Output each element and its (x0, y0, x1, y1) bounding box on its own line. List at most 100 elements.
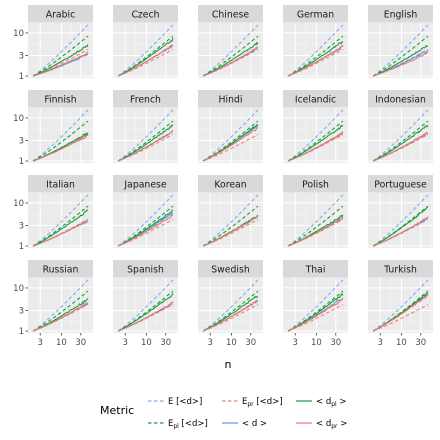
legend-label-sub: pl (331, 401, 337, 408)
series-line-epl-d (202, 35, 259, 77)
x-tick-label: 10 (396, 338, 407, 348)
y-tick-label: 3 (19, 136, 24, 146)
series-line-e-d (32, 109, 89, 162)
panel-german: German (283, 5, 348, 78)
plot-background (198, 193, 263, 248)
series-line-d-pr (117, 301, 174, 332)
strip-background (368, 260, 433, 278)
panel-grid: Arabic 1 3 10 Czech Chinese German English Finni… (13, 5, 433, 348)
series-line-epr-d (202, 48, 259, 77)
panel-italian: Italian 1 3 10 (13, 175, 93, 252)
legend-label-sub: pr (247, 401, 254, 408)
series-line-d-pr (372, 294, 429, 332)
panel-russian: Russian 1 3 10 3 10 30 (13, 260, 93, 348)
series-line-d-pr (202, 214, 259, 247)
plot-background (113, 23, 178, 78)
x-tick-label: 30 (415, 338, 426, 348)
strip-background (113, 175, 178, 193)
legend-label-main: < d (316, 397, 331, 407)
series-line-d-pl (202, 41, 259, 77)
series-line-d-pl (117, 37, 174, 77)
series-line-epr-d (202, 303, 259, 332)
legend-label-main: < d > (242, 419, 267, 429)
y-tick-label: 1 (19, 327, 24, 337)
y-tick-label: 10 (13, 29, 24, 39)
panel-korean: Korean (198, 175, 263, 248)
series-line-e-d (202, 279, 259, 332)
series-line-e-d (287, 24, 344, 77)
panel-french: French (113, 90, 178, 163)
series-line-e-d (117, 24, 174, 77)
legend: Metric E [<d>]Epl [<d>]Epr [<d>]< d >< d… (100, 397, 347, 430)
plot-background (198, 278, 263, 333)
panel-japanese: Japanese (113, 175, 178, 248)
y-tick-label: 1 (19, 72, 24, 82)
x-tick-label: 10 (56, 338, 67, 348)
x-tick-label: 3 (38, 338, 43, 348)
legend-entry-d-pr: < dpr > (296, 419, 347, 430)
series-line-epr-d (287, 303, 344, 332)
series-line-epl-d (202, 120, 259, 162)
series-line-d-pr (287, 131, 344, 162)
series-line-d-pr (202, 46, 259, 77)
series-line-d-pl (202, 295, 258, 332)
strip-background (28, 90, 93, 108)
strip-background (283, 90, 348, 108)
strip-label: Korean (214, 180, 246, 191)
series-line-e-d (32, 279, 89, 332)
legend-label-tail: [<d>] (179, 419, 208, 429)
plot-background (28, 193, 93, 248)
legend-label: E [<d>] (168, 397, 202, 407)
x-tick-label: 30 (245, 338, 256, 348)
legend-label-sub: pl (173, 423, 179, 430)
strip-label: German (297, 10, 334, 21)
strip-background (28, 260, 93, 278)
series-line-epl-d (287, 35, 344, 77)
series-line-d-pl (372, 206, 429, 247)
y-tick-label: 1 (19, 242, 24, 252)
series-line-epl-d (372, 35, 429, 77)
legend-entry-e-d: E [<d>] (148, 397, 202, 407)
strip-label: Indonesian (375, 95, 426, 106)
strip-background (283, 5, 348, 23)
series-line-d-pl (32, 44, 89, 77)
x-tick-label: 30 (330, 338, 341, 348)
series-line-epr-d (117, 218, 174, 247)
legend-title: Metric (100, 404, 134, 417)
strip-background (113, 5, 178, 23)
strip-label: Turkish (383, 265, 417, 276)
legend-label-sub: pr (331, 423, 338, 430)
plot-background (368, 278, 433, 333)
series-line-d-pl (117, 124, 174, 162)
panel-swedish: Swedish 3 10 30 (198, 260, 263, 348)
x-tick-label: 3 (378, 338, 383, 348)
panel-chinese: Chinese (198, 5, 263, 78)
x-axis-title: n (225, 358, 232, 371)
strip-background (28, 175, 93, 193)
series-line-d-pr (372, 216, 429, 247)
legend-label-main: < d (316, 419, 331, 429)
strip-label: Hindi (219, 95, 243, 106)
series-line-e-d (287, 279, 344, 332)
series-line-epr-d (202, 218, 259, 247)
strip-background (28, 5, 93, 23)
series-line-d-pr (32, 218, 89, 247)
legend-label: Epr [<d>] (242, 397, 283, 408)
strip-background (198, 5, 263, 23)
series-line-d-pl (32, 209, 89, 247)
strip-label: Swedish (211, 265, 250, 276)
y-tick-label: 10 (13, 284, 24, 294)
panel-finnish: Finnish 1 3 10 (13, 90, 93, 167)
y-tick-label: 3 (19, 51, 24, 61)
series-line-d-pl (117, 209, 174, 247)
strip-label: Polish (302, 180, 329, 191)
strip-label: Icelandic (295, 95, 336, 106)
panel-arabic: Arabic 1 3 10 (13, 5, 93, 82)
legend-label-tail: > (337, 397, 347, 407)
legend-entry-epr-d: Epr [<d>] (222, 397, 283, 408)
y-tick-label: 3 (19, 221, 24, 231)
series-line-e-d (372, 279, 429, 332)
series-line-epl-d (32, 120, 89, 162)
plot-background (113, 278, 178, 333)
panel-polish: Polish (283, 175, 348, 248)
